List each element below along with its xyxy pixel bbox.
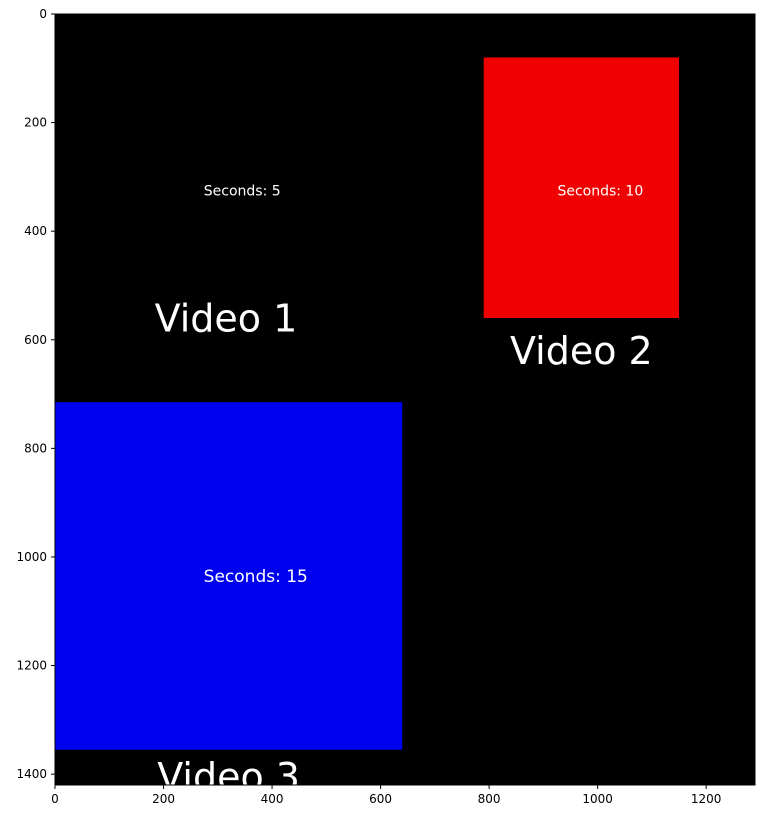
video-1-seconds-text: Seconds: 5 xyxy=(204,183,281,199)
axes-frame xyxy=(54,13,756,786)
y-tick-label: 200 xyxy=(24,116,47,130)
video-3-label: Video 3 xyxy=(157,755,300,799)
video-3-seconds-text: Seconds: 15 xyxy=(204,567,308,587)
axes: Seconds: 5 Video 1 Seconds: 10 Video 2 Secon… xyxy=(16,7,756,806)
x-tick-label: 0 xyxy=(51,792,59,806)
video-2-frame xyxy=(483,57,680,319)
video-2-label: Video 2 xyxy=(510,329,653,373)
video-1-frame xyxy=(55,14,405,365)
x-tick-label: 400 xyxy=(261,792,284,806)
x-tick-label: 600 xyxy=(369,792,392,806)
y-tick-label: 0 xyxy=(39,7,47,21)
video-3-frame xyxy=(55,402,403,750)
y-tick-label: 1000 xyxy=(16,550,47,564)
y-tick-label: 1200 xyxy=(16,659,47,673)
x-tick-label: 1200 xyxy=(691,792,722,806)
x-tick-label: 1000 xyxy=(582,792,613,806)
video-1-label: Video 1 xyxy=(155,296,298,340)
x-tick-label: 800 xyxy=(478,792,501,806)
x-tick-label: 200 xyxy=(152,792,175,806)
y-tick-label: 400 xyxy=(24,224,47,238)
y-tick-label: 800 xyxy=(24,441,47,455)
y-tick-label: 600 xyxy=(24,333,47,347)
y-tick-label: 1400 xyxy=(16,767,47,781)
video-2-seconds-text: Seconds: 10 xyxy=(557,183,643,199)
